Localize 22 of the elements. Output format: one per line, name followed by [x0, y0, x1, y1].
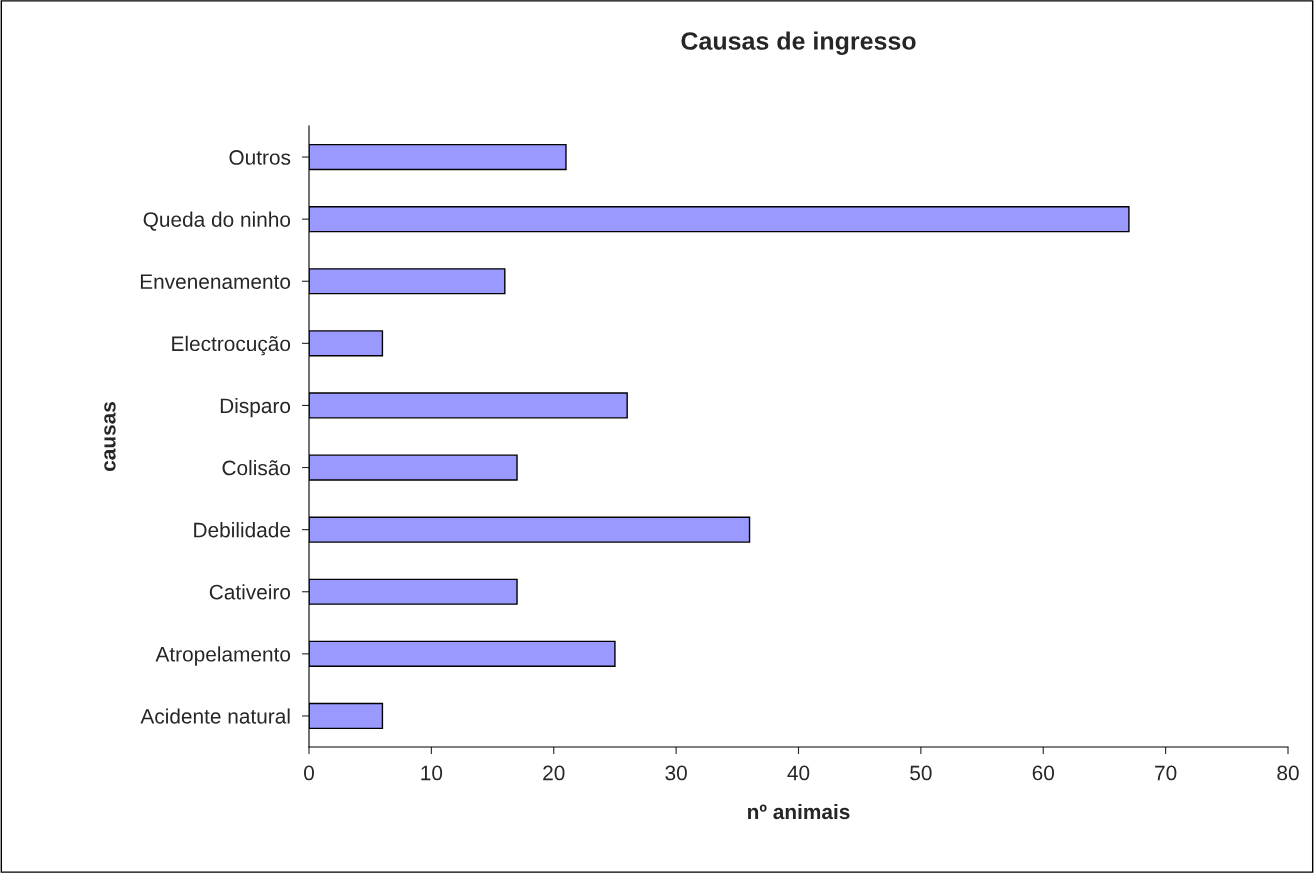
y-axis-title: causas: [104, 402, 116, 472]
chart-title: Causas de ingresso: [681, 31, 916, 55]
x-tick-label: 60: [1032, 765, 1055, 781]
x-tick-label: 40: [787, 765, 810, 781]
x-tick-label: 0: [304, 765, 314, 781]
y-tick-label: Queda do ninho: [143, 211, 291, 231]
x-tick-label: 30: [665, 765, 687, 781]
x-tick-label: 20: [543, 765, 565, 781]
x-tick-label: 80: [1277, 765, 1299, 781]
y-tick-label: Envenenamento: [140, 274, 291, 289]
y-tick-label: Electrocução: [172, 335, 291, 356]
x-tick-label: 50: [910, 765, 932, 781]
y-tick-label: Acidente natural: [140, 708, 290, 724]
x-tick-label: 10: [421, 765, 443, 781]
y-tick-label: Colisão: [222, 460, 291, 476]
y-tick-label: Debilidade: [194, 522, 291, 538]
y-tick-label: Cativeiro: [209, 584, 291, 600]
x-axis-title: nº animais: [748, 803, 850, 820]
y-tick-label: Atropelamento: [155, 646, 291, 666]
y-tick-label: Outros: [229, 150, 291, 165]
x-tick-label: 70: [1155, 765, 1177, 781]
y-tick-label: Disparo: [220, 397, 291, 418]
